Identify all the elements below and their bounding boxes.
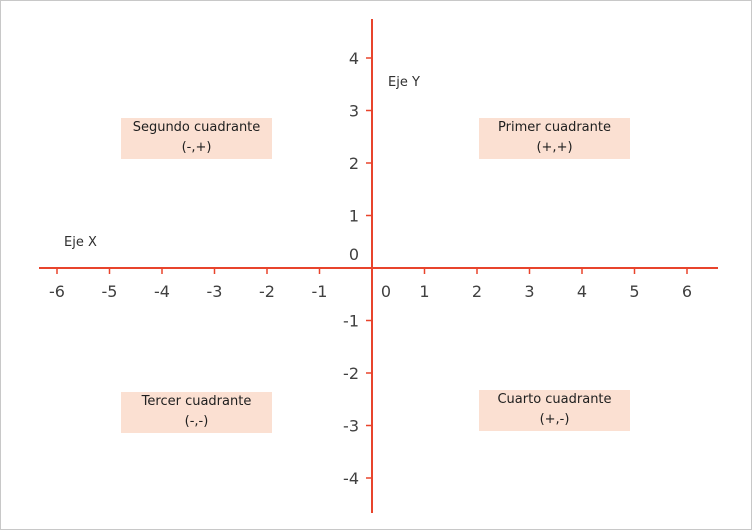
- y-axis-label: Eje Y: [388, 75, 420, 90]
- x-tick-label: 0: [381, 282, 391, 301]
- x-tick-label: 4: [577, 282, 587, 301]
- x-tick-label: 5: [629, 282, 639, 301]
- first-quadrant-signs: (+,+): [536, 140, 573, 155]
- y-tick-label: 2: [349, 154, 359, 173]
- x-tick-label: -3: [207, 282, 223, 301]
- third-quadrant-signs: (-,-): [184, 414, 209, 429]
- x-tick-label: -1: [312, 282, 328, 301]
- fourth-quadrant-signs: (+,-): [539, 412, 570, 427]
- x-axis-label: Eje X: [64, 235, 97, 250]
- x-tick-label: -5: [102, 282, 118, 301]
- first-quadrant-box: Primer cuadrante (+,+): [479, 118, 630, 159]
- fourth-quadrant-box: Cuarto cuadrante (+,-): [479, 390, 630, 431]
- y-tick-label: -4: [343, 469, 359, 488]
- y-tick-label: -2: [343, 364, 359, 383]
- y-tick-label: -1: [343, 312, 359, 331]
- second-quadrant-title: Segundo cuadrante: [132, 120, 261, 135]
- second-quadrant-box: Segundo cuadrante (-,+): [121, 118, 272, 159]
- x-tick-label: 3: [524, 282, 534, 301]
- x-tick-label: 6: [682, 282, 692, 301]
- x-tick-label: 1: [419, 282, 429, 301]
- x-tick-label: -6: [49, 282, 65, 301]
- x-tick-label: -4: [154, 282, 170, 301]
- third-quadrant-title: Tercer cuadrante: [141, 394, 252, 409]
- y-tick-label: 4: [349, 49, 359, 68]
- y-tick-label: 3: [349, 102, 359, 121]
- fourth-quadrant-title: Cuarto cuadrante: [497, 392, 612, 407]
- y-tick-label: 1: [349, 207, 359, 226]
- third-quadrant-box: Tercer cuadrante (-,-): [121, 392, 272, 433]
- second-quadrant-signs: (-,+): [181, 140, 212, 155]
- x-tick-label: -2: [259, 282, 275, 301]
- y-tick-label: 0: [349, 245, 359, 264]
- first-quadrant-title: Primer cuadrante: [498, 120, 611, 135]
- x-tick-label: 2: [472, 282, 482, 301]
- y-tick-label: -3: [343, 417, 359, 436]
